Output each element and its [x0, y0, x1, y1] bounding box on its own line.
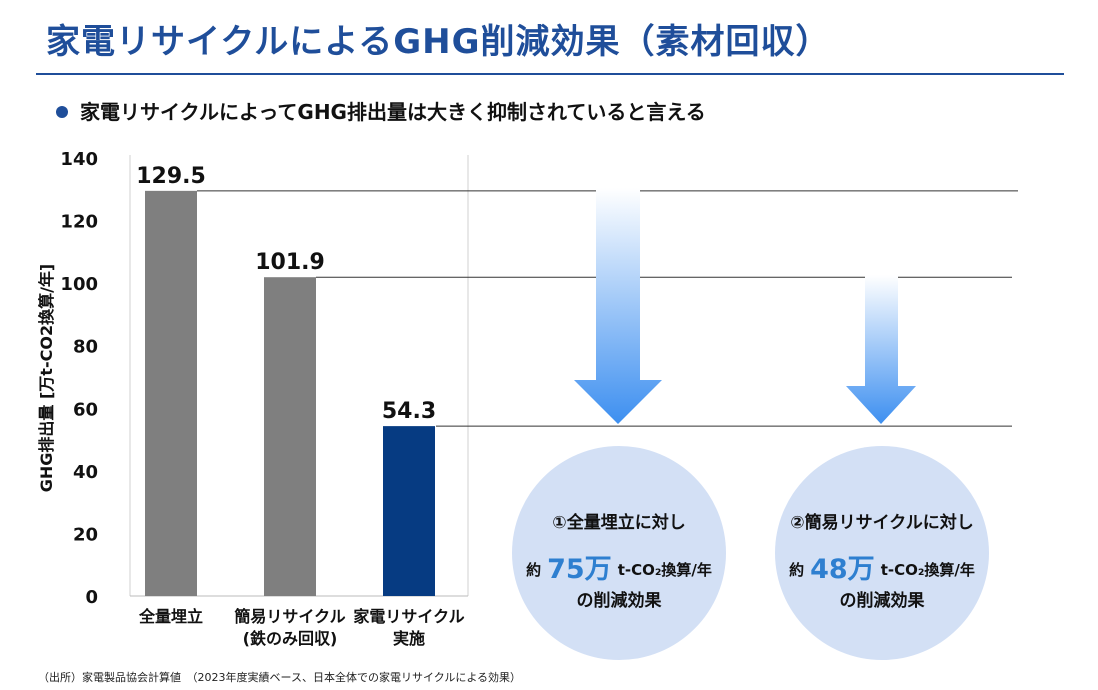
- bar-value-label: 101.9: [255, 250, 325, 275]
- bar-1: [145, 190, 197, 596]
- callout-circle-2: ②簡易リサイクルに対し 約 48万 t-CO₂換算/年 の削減効果: [775, 446, 989, 660]
- x-category-label: 簡易リサイクル: [233, 607, 345, 626]
- callout-circle-1: ①全量埋立に対し 約 75万 t-CO₂換算/年 の削減効果: [512, 446, 726, 660]
- callout-2-heading: ②簡易リサイクルに対し: [790, 513, 974, 533]
- x-category-label: 全量埋立: [138, 607, 203, 626]
- x-category-label: 家電リサイクル: [353, 607, 464, 626]
- callout-2-unit: t-CO₂換算/年: [880, 561, 975, 579]
- bar-value-label: 129.5: [136, 164, 206, 189]
- x-category-label-line2: 実施: [393, 629, 425, 648]
- y-axis-label: GHG排出量 [万t-CO2換算/年]: [37, 264, 56, 492]
- bar-2: [264, 277, 316, 596]
- callout-1-amount: 約 75万 t-CO₂換算/年: [512, 544, 726, 585]
- bullet-point: 家電リサイクルによってGHG排出量は大きく抑制されていると言える: [56, 96, 706, 125]
- reduction-arrow-1: [574, 188, 662, 424]
- bar-3: [383, 426, 435, 596]
- callout-2-footer: の削減効果: [839, 591, 925, 611]
- bar-value-label: 54.3: [382, 399, 436, 424]
- callout-2-value: 48万: [810, 554, 875, 585]
- y-tick-label: 40: [73, 462, 98, 483]
- callout-2-prefix: 約: [789, 561, 805, 579]
- callout-1-unit: t-CO₂換算/年: [617, 561, 712, 579]
- reduction-arrow-2: [846, 275, 916, 424]
- y-tick-label: 60: [73, 399, 98, 420]
- y-tick-label: 100: [60, 274, 98, 295]
- callout-1-prefix: 約: [526, 561, 542, 579]
- y-tick-label: 140: [60, 149, 98, 170]
- bullet-text: 家電リサイクルによってGHG排出量は大きく抑制されていると言える: [80, 100, 706, 124]
- callout-1-heading: ①全量埋立に対し: [552, 513, 686, 533]
- y-tick-label: 120: [60, 212, 98, 233]
- callout-2-amount: 約 48万 t-CO₂換算/年: [775, 544, 989, 585]
- x-category-label-line2: (鉄のみ回収): [243, 629, 338, 648]
- page-title: 家電リサイクルによるGHG削減効果（素材回収）: [46, 22, 831, 62]
- callout-1-footer: の削減効果: [576, 591, 662, 611]
- source-note: （出所）家電製品協会計算値 （2023年度実績ベース、日本全体での家電リサイクル…: [38, 671, 522, 684]
- y-tick-label: 0: [85, 587, 98, 608]
- bullet-dot-icon: [56, 105, 68, 118]
- y-tick-label: 20: [73, 524, 98, 545]
- callout-1-value: 75万: [547, 554, 612, 585]
- title-underline: [36, 73, 1064, 75]
- y-tick-label: 80: [73, 337, 98, 358]
